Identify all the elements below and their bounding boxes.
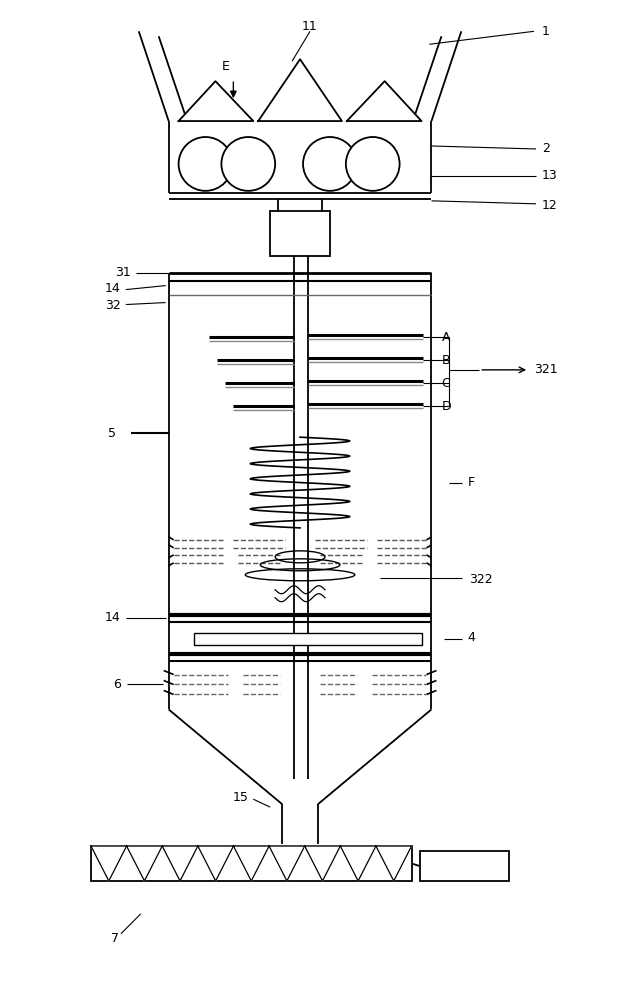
Circle shape	[346, 137, 399, 191]
Polygon shape	[258, 59, 342, 121]
Text: 321: 321	[534, 363, 558, 376]
Polygon shape	[179, 81, 253, 121]
Text: A: A	[441, 331, 450, 344]
Polygon shape	[91, 846, 127, 881]
Bar	[194, 633, 421, 645]
Text: 12: 12	[542, 199, 558, 212]
Circle shape	[179, 137, 232, 191]
Text: 7: 7	[111, 932, 119, 945]
Polygon shape	[127, 846, 162, 881]
Polygon shape	[234, 846, 269, 881]
Polygon shape	[376, 846, 411, 881]
Text: D: D	[441, 400, 451, 413]
Polygon shape	[198, 846, 234, 881]
Polygon shape	[162, 846, 198, 881]
Text: B: B	[441, 354, 450, 367]
Text: 14: 14	[105, 611, 121, 624]
Polygon shape	[269, 846, 305, 881]
Text: F: F	[468, 476, 474, 489]
Text: C: C	[441, 377, 450, 390]
Text: 32: 32	[105, 299, 121, 312]
Text: 5: 5	[108, 427, 116, 440]
Text: E: E	[221, 60, 229, 73]
Text: 1: 1	[542, 25, 550, 38]
Text: 11: 11	[302, 20, 318, 33]
Polygon shape	[341, 846, 376, 881]
Text: 4: 4	[468, 631, 475, 644]
Circle shape	[221, 137, 275, 191]
Text: 13: 13	[542, 169, 558, 182]
Bar	[270, 211, 330, 256]
Circle shape	[303, 137, 357, 191]
Polygon shape	[305, 846, 341, 881]
Text: 15: 15	[232, 791, 248, 804]
Bar	[91, 846, 411, 881]
Text: 14: 14	[105, 282, 121, 295]
Text: 322: 322	[469, 573, 493, 586]
Text: 31: 31	[115, 266, 131, 279]
Text: 2: 2	[542, 142, 550, 155]
Bar	[419, 851, 509, 881]
Text: 6: 6	[113, 678, 121, 691]
Polygon shape	[347, 81, 421, 121]
